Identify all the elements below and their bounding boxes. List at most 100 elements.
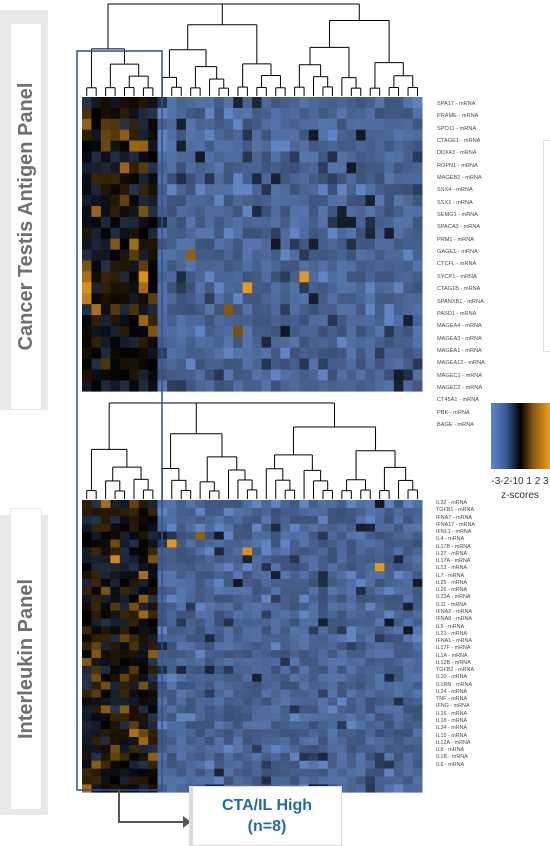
heatmap-cell xyxy=(119,304,130,316)
gene-label: IFNA8 - mRNA xyxy=(436,616,472,623)
heatmap-cell xyxy=(356,184,366,196)
heatmap-cell xyxy=(129,500,139,509)
heatmap-cell xyxy=(280,776,291,785)
heatmap-cell xyxy=(403,729,414,738)
heatmap-cell xyxy=(167,650,177,659)
heatmap-cell xyxy=(91,162,102,174)
heatmap-cell xyxy=(356,97,366,109)
heatmap-cell xyxy=(308,618,319,627)
heatmap-cell xyxy=(100,721,111,730)
heatmap-cell xyxy=(100,500,111,509)
heatmap-cell xyxy=(374,282,385,294)
heatmap-cell xyxy=(261,249,272,261)
heatmap-cell xyxy=(195,249,206,261)
heatmap-cell xyxy=(327,586,338,596)
heatmap-cell xyxy=(308,184,319,196)
heatmap-cell xyxy=(148,626,158,635)
heatmap-cell xyxy=(261,336,272,348)
heatmap-cell xyxy=(280,184,291,196)
heatmap-cell xyxy=(195,539,206,548)
heatmap-cell xyxy=(374,602,385,611)
heatmap-cell xyxy=(195,195,206,207)
heatmap-cell xyxy=(374,737,385,746)
heatmap-cell xyxy=(214,216,225,229)
heatmap-cell xyxy=(119,507,130,517)
heatmap-cell xyxy=(233,721,243,730)
heatmap-cell xyxy=(148,151,158,163)
heatmap-cell xyxy=(82,129,92,141)
heatmap-cell xyxy=(412,776,423,785)
heatmap-cell xyxy=(185,336,196,348)
heatmap-cell xyxy=(308,500,319,509)
heatmap-cell xyxy=(223,610,234,619)
heatmap-cell xyxy=(280,610,291,619)
heatmap-cell xyxy=(119,744,130,754)
heatmap-cell xyxy=(365,673,376,682)
heatmap-cell xyxy=(214,369,225,381)
heatmap-cell xyxy=(82,539,92,548)
heatmap-cell xyxy=(119,579,130,588)
heatmap-cell xyxy=(308,768,319,777)
heatmap-cell xyxy=(129,768,139,777)
heatmap-cell xyxy=(403,107,414,120)
heatmap-cell xyxy=(412,184,423,196)
heatmap-cell xyxy=(138,658,149,667)
heatmap-cell xyxy=(308,610,319,619)
heatmap-cell xyxy=(412,271,423,283)
heatmap-cell xyxy=(289,195,300,207)
heatmap-cell xyxy=(327,721,338,730)
heatmap-cell xyxy=(280,744,291,754)
heatmap-cell xyxy=(91,752,102,761)
gene-label: IL8 - mRNA xyxy=(436,747,465,754)
heatmap-cell xyxy=(327,737,338,746)
group-count: (n=8) xyxy=(247,818,287,835)
heatmap-cell xyxy=(393,515,404,524)
heatmap-cell xyxy=(167,602,177,611)
heatmap-cell xyxy=(308,271,319,283)
gene-label: SPA17 - mRNA xyxy=(437,101,476,107)
heatmap-cell xyxy=(356,713,366,722)
heatmap-cell xyxy=(393,380,404,392)
heatmap-cell xyxy=(289,515,300,524)
heatmap-cell xyxy=(204,673,215,682)
heatmap-cell xyxy=(261,563,272,572)
heatmap-cell xyxy=(393,579,404,588)
heatmap-cell xyxy=(346,539,357,548)
heatmap-cell xyxy=(356,602,366,611)
heatmap-cell xyxy=(289,173,300,185)
heatmap-cell xyxy=(223,729,234,738)
heatmap-cell xyxy=(299,697,310,706)
gene-label: IFNA1 - mRNA xyxy=(436,638,472,645)
heatmap-cell xyxy=(356,515,366,524)
heatmap-cell xyxy=(100,118,111,130)
heatmap-cell xyxy=(327,594,338,603)
heatmap-cell xyxy=(91,634,102,643)
heatmap-cell xyxy=(195,523,206,532)
heatmap-cell xyxy=(110,784,121,793)
heatmap-cell xyxy=(223,523,234,532)
heatmap-cell xyxy=(110,507,121,517)
heatmap-cell xyxy=(138,129,149,141)
heatmap-cell xyxy=(195,729,206,738)
heatmap-cell xyxy=(119,650,130,659)
heatmap-cell xyxy=(185,634,196,643)
gene-label: IL23A - mRNA xyxy=(436,594,471,601)
heatmap-cell xyxy=(185,642,196,651)
heatmap-cell xyxy=(252,721,262,730)
heatmap-cell xyxy=(261,776,272,785)
heatmap-cell xyxy=(185,162,196,174)
heatmap-cell xyxy=(327,107,338,120)
heatmap-cell xyxy=(195,97,206,109)
heatmap-cell xyxy=(327,713,338,722)
heatmap-cell xyxy=(327,768,338,777)
heatmap-cell xyxy=(384,238,395,250)
heatmap-cell xyxy=(82,721,92,730)
heatmap-cell xyxy=(289,729,300,738)
heatmap-cell xyxy=(100,358,111,370)
heatmap-cell xyxy=(403,539,414,548)
heatmap-cell xyxy=(110,162,121,174)
heatmap-cell xyxy=(299,658,310,667)
heatmap-cell xyxy=(242,673,253,682)
heatmap-cell xyxy=(129,737,139,746)
heatmap-cell xyxy=(148,689,158,698)
